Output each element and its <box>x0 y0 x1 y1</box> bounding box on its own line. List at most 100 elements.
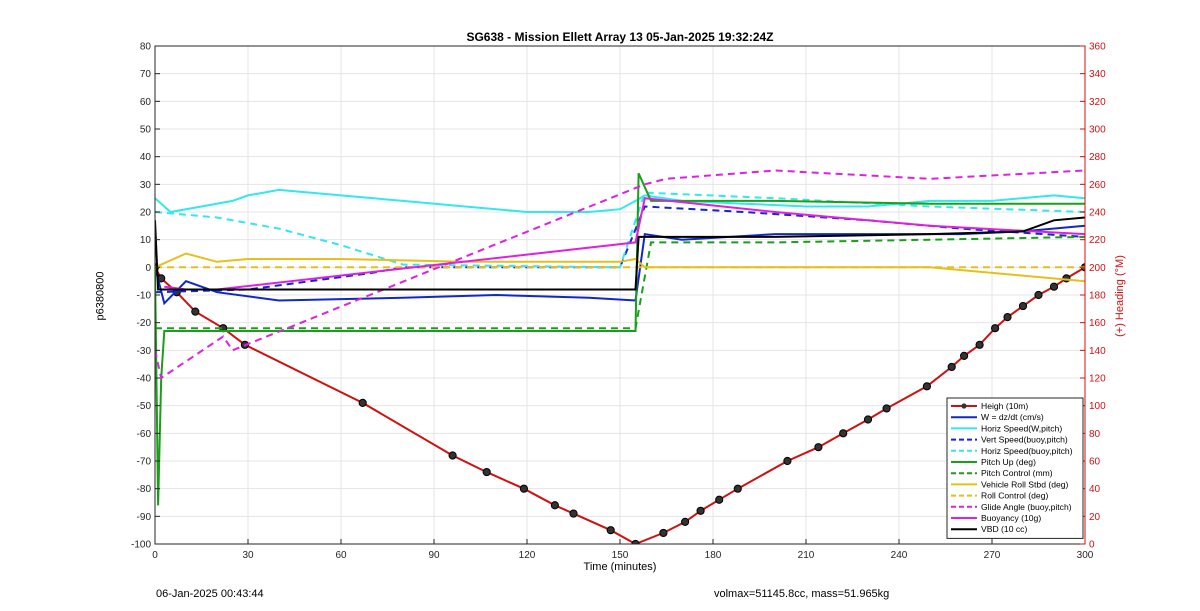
y-tick-label: -80 <box>137 484 152 495</box>
y-tick-label: 20 <box>140 208 152 219</box>
x-tick-label: 120 <box>519 550 536 561</box>
x-tick-label: 180 <box>705 550 722 561</box>
legend-label: Horiz Speed(buoy,pitch) <box>981 446 1073 456</box>
y-tick-label: -30 <box>137 346 152 357</box>
x-tick-label: 300 <box>1077 550 1094 561</box>
footer-timestamp: 06-Jan-2025 00:43:44 <box>156 588 264 600</box>
y2-tick-label: 180 <box>1089 291 1106 302</box>
y-tick-label: 60 <box>140 97 152 108</box>
series-line-8 <box>155 252 1085 283</box>
y2-tick-label: 280 <box>1089 152 1106 163</box>
y-tick-label: 80 <box>140 42 152 53</box>
y2-tick-label: 140 <box>1089 346 1106 357</box>
series-point <box>631 539 640 544</box>
y-tick-label: 0 <box>145 263 151 274</box>
x-tick-label: 240 <box>891 550 908 561</box>
x-tick-label: 90 <box>428 550 440 561</box>
legend-label: Vehicle Roll Stbd (deg) <box>981 479 1069 489</box>
series-line-7 <box>155 235 1085 330</box>
series-point <box>358 398 367 407</box>
series-point <box>715 495 724 504</box>
legend-label: Pitch Control (mm) <box>981 468 1053 478</box>
x-tick-label: 30 <box>242 550 254 561</box>
y2-tick-label: 340 <box>1089 69 1106 80</box>
y2-tick-label: 360 <box>1089 42 1106 53</box>
series-point <box>1034 290 1043 300</box>
legend-label: Vert Speed(buoy,pitch) <box>981 435 1068 445</box>
series-point <box>659 528 668 538</box>
y-tick-label: -90 <box>137 512 152 523</box>
legend-label: Buoyancy (10g) <box>981 513 1041 523</box>
series-point <box>991 324 1000 333</box>
y2-tick-label: 20 <box>1089 512 1101 523</box>
y2-tick-label: 60 <box>1089 457 1101 468</box>
x-tick-label: 0 <box>152 550 158 561</box>
y-tick-label: -100 <box>131 540 151 551</box>
legend-label: Roll Control (deg) <box>981 491 1048 501</box>
y2-tick-label: 200 <box>1089 263 1106 274</box>
y2-tick-label: 220 <box>1089 235 1106 246</box>
series-point <box>550 501 560 510</box>
y2-tick-label: 240 <box>1089 208 1106 219</box>
series-point <box>569 509 578 518</box>
legend-label: Glide Angle (buoy,pitch) <box>981 502 1072 512</box>
legend-label: Pitch Up (deg) <box>981 457 1036 467</box>
y2-tick-label: 0 <box>1089 540 1095 551</box>
series-line-4 <box>155 205 1085 294</box>
series-point <box>975 340 984 349</box>
series-point <box>191 307 200 316</box>
series-group <box>155 169 1085 544</box>
legend-label: Heigh (10m) <box>981 401 1028 411</box>
x-tick-label: 150 <box>612 550 629 561</box>
y2-axis-label: (+) Heading (°M) <box>1114 255 1126 337</box>
y-tick-label: -10 <box>137 291 152 302</box>
series-line-6 <box>155 172 1085 506</box>
y-tick-label: 40 <box>140 152 152 163</box>
x-tick-label: 210 <box>798 550 815 561</box>
x-tick-label: 60 <box>335 550 347 561</box>
legend-label: W = dz/dt (cm/s) <box>981 412 1044 422</box>
series-point <box>733 484 742 493</box>
y-tick-label: -60 <box>137 429 152 440</box>
y2-tick-label: 80 <box>1089 429 1101 440</box>
y2-tick-label: 260 <box>1089 180 1106 191</box>
series-point <box>519 484 529 493</box>
y-tick-label: -20 <box>137 318 152 329</box>
y-tick-label: 30 <box>140 180 152 191</box>
y2-tick-label: 40 <box>1089 484 1101 495</box>
y-axis-label: p6380800 <box>94 271 107 321</box>
series-point <box>814 443 823 452</box>
series-point <box>882 404 891 413</box>
footer-volmax-mass: volmax=51145.8cc, mass=51.965kg <box>714 588 890 600</box>
y-tick-label: -70 <box>137 457 152 468</box>
series-point <box>863 415 873 424</box>
series-point <box>696 506 705 515</box>
series-line-12 <box>155 216 1085 291</box>
y-tick-label: -50 <box>137 401 152 412</box>
series-point <box>947 362 956 372</box>
chart-title: SG638 - Mission Ellett Array 13 05-Jan-2… <box>466 30 774 44</box>
x-axis-label: Time (minutes) <box>583 561 657 573</box>
series-point <box>681 517 690 526</box>
series-point <box>482 467 491 477</box>
series-point <box>783 456 792 466</box>
y-tick-label: -40 <box>137 374 152 385</box>
series-point <box>922 382 932 391</box>
series-point <box>1049 282 1059 291</box>
y-tick-label: 10 <box>140 235 152 246</box>
y2-tick-label: 120 <box>1089 374 1106 385</box>
series-point <box>960 351 969 360</box>
legend-label: VBD (10 cc) <box>981 524 1027 534</box>
y2-tick-label: 100 <box>1089 401 1106 412</box>
legend-box <box>946 397 1084 539</box>
x-tick-label: 270 <box>984 550 1001 561</box>
legend-label: Horiz Speed(W,pitch) <box>981 423 1062 433</box>
y-tick-label: 50 <box>140 125 152 136</box>
series-point <box>606 526 615 535</box>
y-tick-label: 70 <box>140 69 152 80</box>
series-point <box>1003 313 1012 322</box>
series-line-10 <box>155 169 1085 380</box>
series-point <box>839 429 848 438</box>
series-point <box>1018 301 1028 311</box>
